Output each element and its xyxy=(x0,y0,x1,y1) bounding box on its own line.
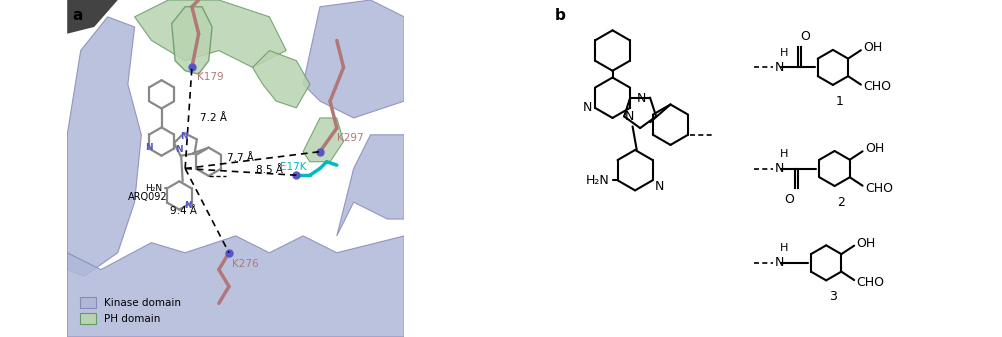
PathPatch shape xyxy=(67,236,404,337)
Text: N: N xyxy=(774,61,783,74)
Text: O: O xyxy=(800,30,810,43)
PathPatch shape xyxy=(303,118,344,162)
Text: H: H xyxy=(780,243,788,253)
Text: 2: 2 xyxy=(837,196,845,209)
Text: N: N xyxy=(184,201,191,210)
Text: CHO: CHO xyxy=(856,276,884,289)
Text: H₂N: H₂N xyxy=(585,174,608,187)
PathPatch shape xyxy=(67,0,117,34)
Text: OH: OH xyxy=(864,143,884,155)
Text: 7.7 Å: 7.7 Å xyxy=(227,153,254,163)
Text: N: N xyxy=(774,256,783,269)
Legend: Kinase domain, PH domain: Kinase domain, PH domain xyxy=(76,293,185,329)
Text: N: N xyxy=(174,145,182,154)
Text: N: N xyxy=(144,143,152,152)
PathPatch shape xyxy=(171,7,211,74)
Text: H₂N: H₂N xyxy=(145,184,162,193)
Text: N: N xyxy=(624,110,633,123)
Text: a: a xyxy=(72,8,82,24)
Text: CHO: CHO xyxy=(863,81,891,93)
Text: K276: K276 xyxy=(232,259,259,270)
Text: K297: K297 xyxy=(337,133,363,143)
PathPatch shape xyxy=(303,0,404,118)
Text: 9.4 Å: 9.4 Å xyxy=(170,206,196,216)
Text: N: N xyxy=(180,132,188,141)
Text: 8.5 Å: 8.5 Å xyxy=(256,165,283,175)
Text: 1: 1 xyxy=(835,95,843,108)
Text: 3: 3 xyxy=(828,290,836,304)
Text: H: H xyxy=(780,149,788,159)
PathPatch shape xyxy=(134,0,286,67)
PathPatch shape xyxy=(253,51,310,108)
Text: ARQ092: ARQ092 xyxy=(127,192,167,202)
PathPatch shape xyxy=(337,135,404,236)
Text: N: N xyxy=(582,101,592,114)
Text: OH: OH xyxy=(863,41,882,54)
Text: N: N xyxy=(636,92,646,105)
Text: E17K: E17K xyxy=(280,162,306,172)
Text: K179: K179 xyxy=(196,72,223,83)
PathPatch shape xyxy=(67,17,141,276)
Text: N: N xyxy=(653,180,663,193)
Text: O: O xyxy=(784,193,794,206)
Text: OH: OH xyxy=(856,237,875,250)
Text: H: H xyxy=(780,48,788,58)
Text: b: b xyxy=(555,8,565,24)
Text: N: N xyxy=(774,162,783,175)
Text: CHO: CHO xyxy=(864,182,892,194)
Text: 7.2 Å: 7.2 Å xyxy=(200,113,227,123)
